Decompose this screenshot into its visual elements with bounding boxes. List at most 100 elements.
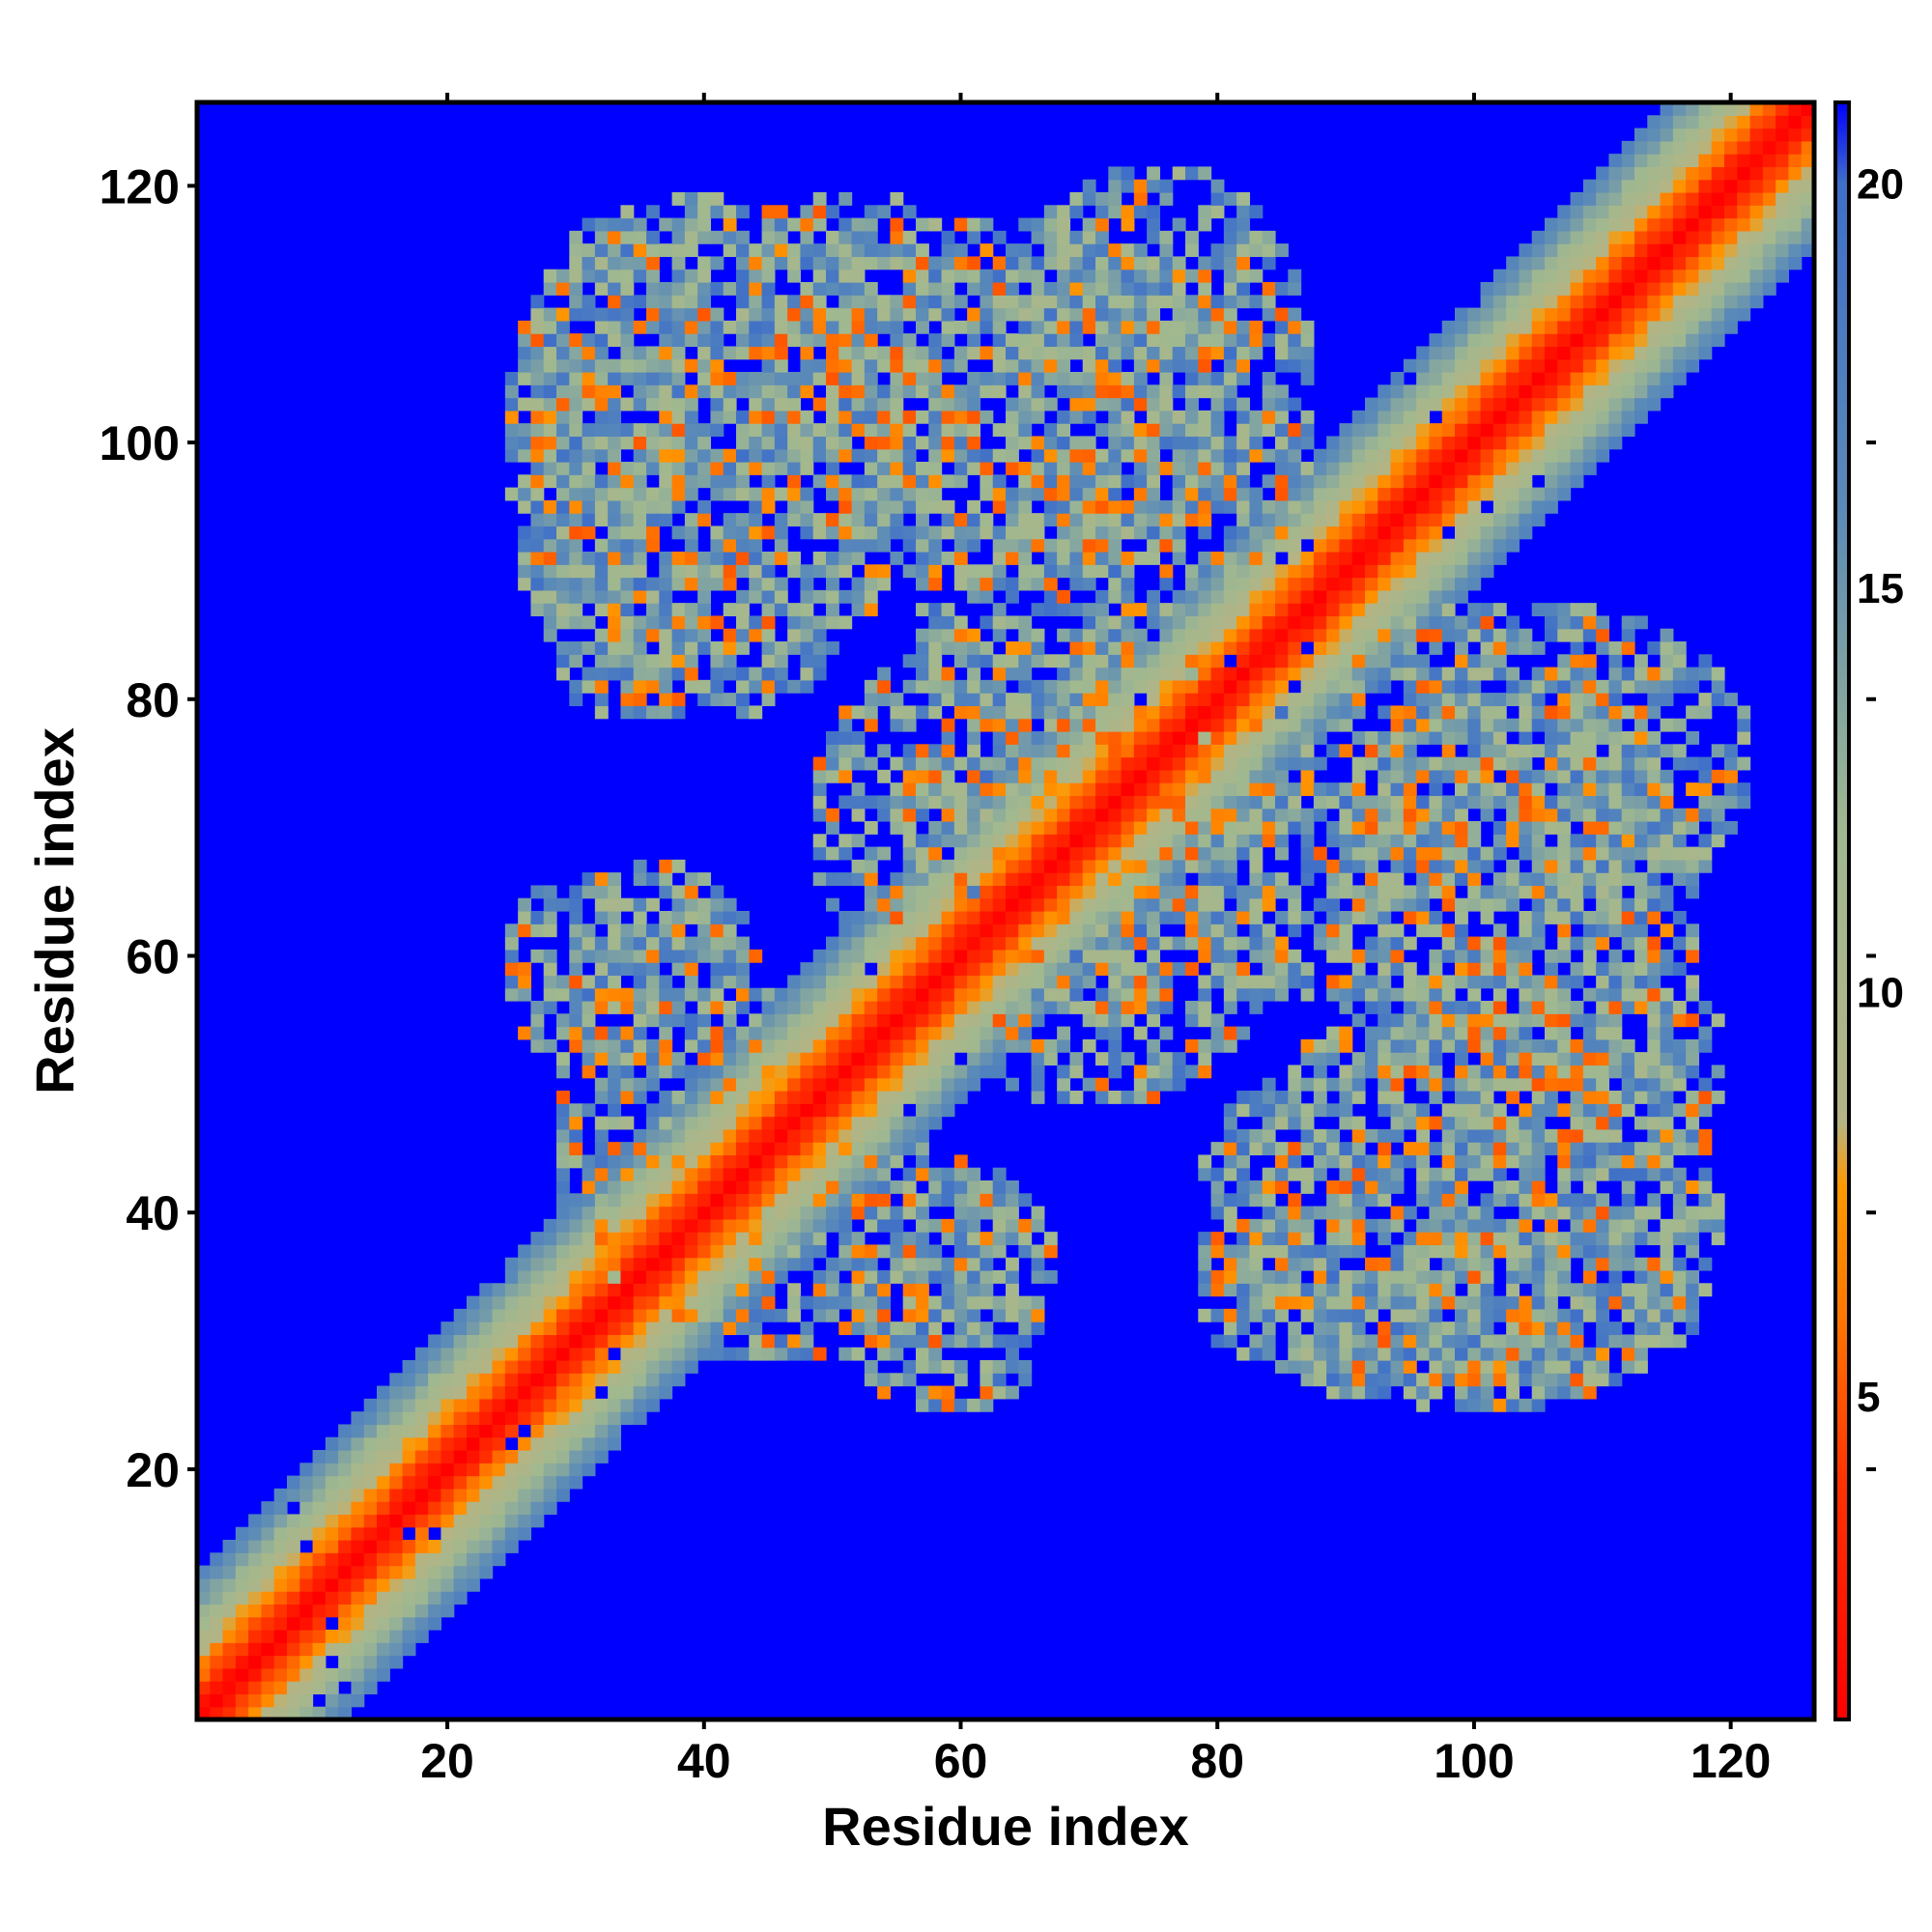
- heatmap-cell: [633, 269, 647, 283]
- heatmap-cell: [1185, 1013, 1199, 1028]
- heatmap-cell: [902, 384, 917, 399]
- heatmap-cell: [851, 949, 866, 963]
- heatmap-cell: [594, 230, 609, 244]
- heatmap-cell: [543, 358, 557, 373]
- heatmap-cell: [967, 923, 981, 938]
- heatmap-cell: [659, 282, 673, 296]
- heatmap-cell: [569, 1218, 583, 1233]
- heatmap-cell: [428, 1514, 442, 1528]
- heatmap-cell: [916, 769, 929, 783]
- heatmap-cell: [749, 1180, 763, 1194]
- heatmap-cell: [1300, 410, 1315, 424]
- heatmap-cell: [1069, 397, 1084, 412]
- heatmap-cell: [902, 987, 917, 1002]
- heatmap-cell: [210, 1693, 224, 1708]
- heatmap-cell: [877, 1167, 892, 1181]
- heatmap-cell: [736, 295, 750, 309]
- heatmap-cell: [928, 1334, 943, 1349]
- heatmap-cell: [1326, 1180, 1341, 1194]
- heatmap-cell: [1043, 462, 1058, 475]
- heatmap-cell: [749, 410, 763, 424]
- heatmap-cell: [543, 1385, 557, 1400]
- heatmap-cell: [800, 1206, 814, 1220]
- heatmap-cell: [671, 358, 686, 373]
- heatmap-cell: [1365, 936, 1378, 951]
- heatmap-cell: [671, 1218, 686, 1233]
- heatmap-cell: [671, 230, 686, 244]
- heatmap-cell: [569, 499, 583, 514]
- heatmap-cell: [697, 1167, 712, 1181]
- heatmap-cell: [1006, 859, 1019, 873]
- heatmap-cell: [684, 936, 698, 951]
- heatmap-cell: [659, 1270, 673, 1284]
- heatmap-cell: [916, 1334, 929, 1349]
- heatmap-cell: [800, 243, 814, 258]
- heatmap-cell: [851, 538, 866, 553]
- heatmap-cell: [916, 808, 929, 822]
- heatmap-cell: [273, 1604, 288, 1618]
- heatmap-cell: [826, 872, 839, 887]
- heatmap-cell: [1313, 718, 1327, 732]
- heatmap-cell: [1300, 552, 1315, 565]
- heatmap-cell: [723, 1167, 737, 1181]
- heatmap-cell: [582, 1154, 596, 1169]
- heatmap-cell: [504, 1514, 519, 1528]
- heatmap-cell: [1133, 487, 1148, 501]
- heatmap-cell: [941, 333, 955, 348]
- heatmap-cell: [1262, 872, 1276, 887]
- heatmap-cell: [953, 269, 968, 283]
- heatmap-cell: [620, 256, 635, 270]
- heatmap-cell: [877, 526, 892, 540]
- heatmap-cell: [1275, 423, 1289, 438]
- heatmap-cell: [967, 705, 981, 720]
- heatmap-cell: [608, 1334, 622, 1349]
- heatmap-cell: [1018, 462, 1033, 475]
- heatmap-cell: [980, 1257, 994, 1271]
- heatmap-cell: [351, 1501, 365, 1516]
- heatmap-cell: [659, 667, 673, 681]
- heatmap-cell: [479, 1463, 494, 1477]
- heatmap-cell: [1121, 513, 1135, 527]
- heatmap-cell: [1198, 295, 1212, 309]
- heatmap-cell: [980, 795, 994, 810]
- heatmap-cell: [1069, 269, 1084, 283]
- heatmap-cell: [1172, 615, 1186, 630]
- heatmap-cell: [1236, 615, 1251, 630]
- heatmap-cell: [414, 1488, 429, 1502]
- heatmap-cell: [864, 1052, 878, 1066]
- heatmap-cell: [1275, 538, 1289, 553]
- heatmap-cell: [1351, 628, 1366, 642]
- heatmap-cell: [1147, 410, 1161, 424]
- heatmap-cell: [1313, 846, 1327, 861]
- heatmap-cell: [736, 962, 750, 977]
- heatmap-cell: [1133, 423, 1148, 438]
- heatmap-cell: [659, 885, 673, 899]
- heatmap-cell: [1223, 1206, 1237, 1220]
- heatmap-cell: [1133, 333, 1148, 348]
- heatmap-cell: [1095, 641, 1109, 655]
- heatmap-cell: [646, 949, 660, 963]
- heatmap-cell: [890, 1270, 904, 1284]
- heatmap-cell: [697, 1347, 712, 1361]
- heatmap-cell: [774, 320, 788, 334]
- heatmap-cell: [941, 295, 955, 309]
- heatmap-cell: [812, 1167, 827, 1181]
- heatmap-cell: [1236, 1193, 1251, 1208]
- heatmap-cell: [684, 269, 698, 283]
- heatmap-cell: [671, 577, 686, 591]
- heatmap-cell: [556, 1488, 570, 1502]
- heatmap-cell: [594, 487, 609, 501]
- heatmap-cell: [402, 1591, 416, 1605]
- heatmap-cell: [248, 1565, 263, 1579]
- heatmap-cell: [1210, 885, 1225, 899]
- heatmap-cell: [812, 1128, 827, 1143]
- heatmap-cell: [1249, 693, 1264, 707]
- heatmap-cell: [1108, 320, 1122, 334]
- heatmap-cell: [992, 962, 1007, 977]
- heatmap-cell: [671, 1244, 686, 1259]
- heatmap-cell: [1159, 808, 1174, 822]
- heatmap-cell: [967, 936, 981, 951]
- heatmap-cell: [1365, 859, 1378, 873]
- heatmap-cell: [684, 1142, 698, 1156]
- heatmap-cell: [1365, 1373, 1378, 1387]
